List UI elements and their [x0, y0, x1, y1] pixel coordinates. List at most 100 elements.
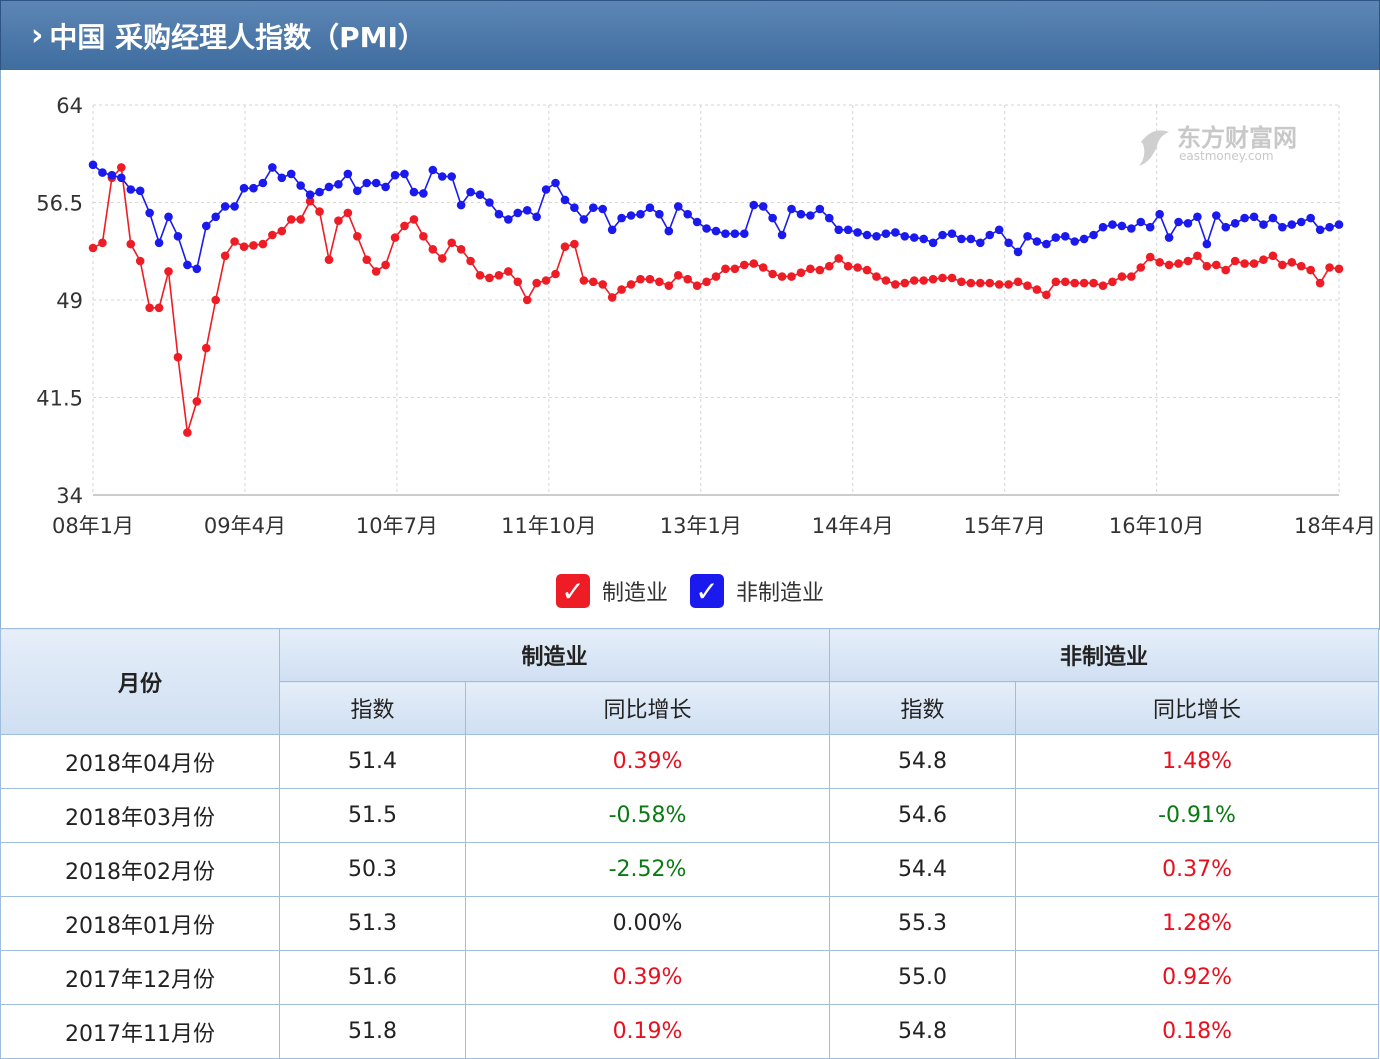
data-point-manufacturing[interactable] [645, 274, 655, 284]
data-point-non-manufacturing[interactable] [88, 160, 98, 170]
data-point-non-manufacturing[interactable] [286, 169, 296, 179]
data-point-manufacturing[interactable] [456, 245, 466, 254]
data-point-non-manufacturing[interactable] [437, 172, 447, 181]
data-point-manufacturing[interactable] [862, 265, 872, 275]
data-point-non-manufacturing[interactable] [1127, 224, 1136, 233]
data-point-manufacturing[interactable] [588, 277, 598, 287]
data-point-manufacturing[interactable] [551, 269, 560, 279]
data-point-non-manufacturing[interactable] [843, 225, 853, 235]
data-point-manufacturing[interactable] [154, 303, 164, 313]
data-point-non-manufacturing[interactable] [447, 172, 456, 181]
data-point-non-manufacturing[interactable] [1155, 209, 1164, 219]
data-point-manufacturing[interactable] [362, 255, 372, 264]
data-point-non-manufacturing[interactable] [1240, 213, 1249, 223]
data-point-non-manufacturing[interactable] [201, 221, 211, 231]
data-point-non-manufacturing[interactable] [1296, 217, 1306, 227]
data-point-manufacturing[interactable] [702, 277, 711, 287]
data-point-manufacturing[interactable] [485, 273, 494, 283]
data-point-manufacturing[interactable] [692, 281, 702, 290]
data-point-manufacturing[interactable] [1164, 260, 1174, 270]
data-point-manufacturing[interactable] [1004, 280, 1013, 289]
data-point-non-manufacturing[interactable] [1117, 221, 1127, 231]
data-point-non-manufacturing[interactable] [343, 169, 353, 179]
data-point-non-manufacturing[interactable] [900, 232, 910, 241]
data-point-non-manufacturing[interactable] [504, 215, 513, 224]
data-point-non-manufacturing[interactable] [1202, 239, 1212, 249]
data-point-non-manufacturing[interactable] [683, 209, 692, 219]
data-point-non-manufacturing[interactable] [824, 213, 834, 223]
data-point-manufacturing[interactable] [249, 241, 258, 250]
data-point-non-manufacturing[interactable] [976, 238, 985, 248]
data-point-manufacturing[interactable] [843, 261, 853, 271]
data-point-manufacturing[interactable] [664, 281, 674, 290]
data-point-non-manufacturing[interactable] [362, 178, 372, 188]
data-point-non-manufacturing[interactable] [560, 195, 570, 205]
data-point-non-manufacturing[interactable] [258, 178, 268, 188]
data-point-non-manufacturing[interactable] [296, 181, 305, 190]
data-point-manufacturing[interactable] [220, 251, 230, 261]
data-point-non-manufacturing[interactable] [230, 202, 239, 211]
data-point-manufacturing[interactable] [494, 271, 504, 280]
data-point-non-manufacturing[interactable] [1004, 238, 1013, 248]
data-point-non-manufacturing[interactable] [673, 202, 683, 211]
data-point-non-manufacturing[interactable] [1268, 213, 1278, 223]
data-point-non-manufacturing[interactable] [758, 202, 768, 211]
data-point-manufacturing[interactable] [1127, 272, 1136, 281]
data-point-manufacturing[interactable] [1278, 260, 1287, 270]
data-point-manufacturing[interactable] [428, 245, 438, 254]
data-point-non-manufacturing[interactable] [966, 234, 976, 244]
data-point-manufacturing[interactable] [164, 267, 173, 276]
data-point-manufacturing[interactable] [447, 238, 456, 248]
data-point-manufacturing[interactable] [815, 265, 825, 275]
data-point-manufacturing[interactable] [1240, 259, 1249, 268]
data-point-non-manufacturing[interactable] [740, 229, 749, 238]
data-point-manufacturing[interactable] [1183, 256, 1193, 266]
data-point-non-manufacturing[interactable] [1221, 222, 1231, 232]
data-point-manufacturing[interactable] [891, 280, 900, 289]
data-point-manufacturing[interactable] [721, 264, 730, 274]
data-point-manufacturing[interactable] [1042, 290, 1051, 300]
data-point-non-manufacturing[interactable] [1174, 217, 1183, 227]
data-point-non-manufacturing[interactable] [268, 163, 277, 172]
data-point-non-manufacturing[interactable] [768, 213, 777, 223]
data-point-non-manufacturing[interactable] [239, 183, 249, 193]
data-point-manufacturing[interactable] [938, 273, 947, 283]
data-point-manufacturing[interactable] [928, 274, 938, 284]
data-point-manufacturing[interactable] [1136, 263, 1146, 272]
data-point-manufacturing[interactable] [636, 274, 645, 284]
data-point-manufacturing[interactable] [711, 272, 721, 281]
data-point-non-manufacturing[interactable] [305, 190, 315, 199]
data-point-non-manufacturing[interactable] [315, 187, 324, 197]
data-point-manufacturing[interactable] [324, 255, 334, 264]
data-point-non-manufacturing[interactable] [881, 229, 891, 238]
data-point-non-manufacturing[interactable] [1211, 211, 1221, 220]
data-point-manufacturing[interactable] [1060, 277, 1070, 287]
data-point-non-manufacturing[interactable] [485, 198, 494, 207]
data-point-non-manufacturing[interactable] [1051, 233, 1061, 242]
data-point-non-manufacturing[interactable] [419, 189, 428, 198]
data-point-non-manufacturing[interactable] [947, 229, 957, 238]
data-point-manufacturing[interactable] [730, 264, 740, 274]
data-point-manufacturing[interactable] [353, 232, 362, 241]
data-point-non-manufacturing[interactable] [1230, 219, 1240, 228]
data-point-manufacturing[interactable] [655, 277, 664, 287]
data-point-manufacturing[interactable] [853, 263, 862, 272]
data-point-manufacturing[interactable] [994, 280, 1004, 289]
data-point-non-manufacturing[interactable] [994, 225, 1004, 235]
data-point-manufacturing[interactable] [239, 242, 249, 251]
data-point-manufacturing[interactable] [1268, 251, 1278, 261]
data-point-non-manufacturing[interactable] [645, 203, 655, 212]
data-point-non-manufacturing[interactable] [749, 200, 759, 210]
data-point-manufacturing[interactable] [230, 237, 239, 246]
data-point-non-manufacturing[interactable] [183, 260, 192, 270]
data-point-non-manufacturing[interactable] [1249, 212, 1259, 222]
data-point-non-manufacturing[interactable] [806, 211, 815, 220]
data-point-non-manufacturing[interactable] [1070, 237, 1079, 246]
data-point-manufacturing[interactable] [371, 267, 381, 276]
data-point-non-manufacturing[interactable] [796, 209, 806, 219]
data-point-non-manufacturing[interactable] [1089, 230, 1098, 240]
data-point-non-manufacturing[interactable] [909, 233, 919, 242]
data-point-manufacturing[interactable] [343, 208, 353, 218]
data-point-non-manufacturing[interactable] [617, 213, 626, 223]
data-point-non-manufacturing[interactable] [1259, 220, 1268, 229]
